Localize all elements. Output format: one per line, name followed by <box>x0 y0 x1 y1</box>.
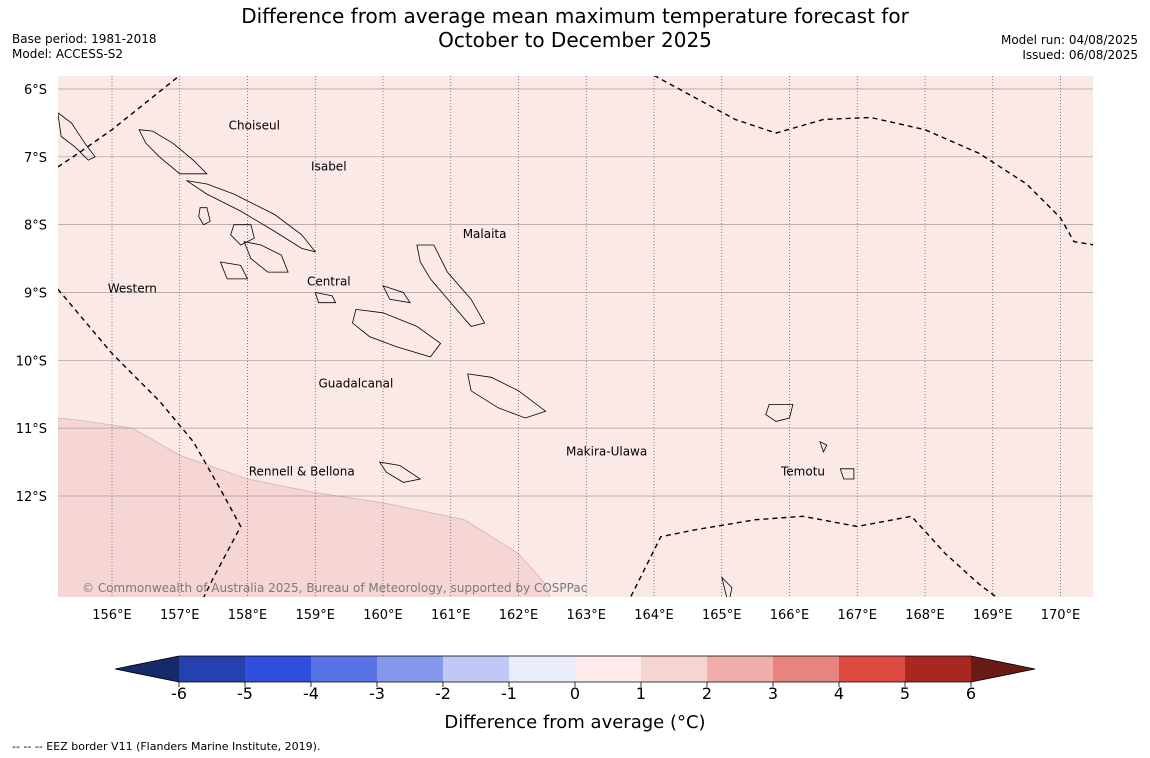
colorbar-segment <box>641 656 707 682</box>
colorbar-segment <box>443 656 509 682</box>
colorbar-tick-label: 4 <box>834 684 844 703</box>
colorbar-segment <box>707 656 773 682</box>
colorbar-tick-label: 3 <box>768 684 778 703</box>
model-text: Model: ACCESS-S2 <box>12 47 124 61</box>
lon-tick-label: 160°E <box>363 608 403 623</box>
colorbar-tick-label: -2 <box>435 684 451 703</box>
lon-tick-label: 169°E <box>973 608 1013 623</box>
colorbar-tick-label: 6 <box>966 684 976 703</box>
colorbar-tick-label: 2 <box>702 684 712 703</box>
lon-tick-label: 158°E <box>228 608 268 623</box>
colorbar-segment <box>509 656 575 682</box>
meta-left: Base period: 1981-2018 Model: ACCESS-S2 <box>12 32 157 62</box>
lat-tick-label: 6°S <box>24 83 47 98</box>
island-coastline <box>314 291 337 304</box>
lon-tick-label: 164°E <box>634 608 674 623</box>
colorbar-label: Difference from average (°C) <box>444 712 705 733</box>
title-line-1: Difference from average mean maximum tem… <box>241 4 909 28</box>
copyright-text: © Commonwealth of Australia 2025, Bureau… <box>82 581 587 595</box>
island-coastline <box>416 244 486 327</box>
province-label: Malaita <box>463 227 507 241</box>
island-coastline <box>839 468 855 480</box>
issued-text: Issued: 06/08/2025 <box>1022 48 1138 62</box>
island-coastline <box>765 404 794 422</box>
eez-caption: -- -- -- EEZ border V11 (Flanders Marine… <box>12 740 321 753</box>
island-coastline <box>138 129 208 175</box>
base-period-text: Base period: 1981-2018 <box>12 32 157 46</box>
lat-tick-label: 7°S <box>24 151 47 166</box>
colorbar-segment <box>839 656 905 682</box>
colorbar-tick-label: -6 <box>171 684 187 703</box>
colorbar-over-arrow <box>971 656 1035 682</box>
lon-tick-label: 162°E <box>499 608 539 623</box>
colorbar-segment <box>179 656 245 682</box>
eez-border-line <box>58 76 181 168</box>
lat-tick-label: 11°S <box>16 422 47 437</box>
island-coastline <box>58 112 96 161</box>
lon-tick-label: 165°E <box>702 608 742 623</box>
lon-tick-label: 170°E <box>1041 608 1081 623</box>
colorbar-tick-label: 0 <box>570 684 580 703</box>
island-coastline <box>352 308 442 358</box>
lon-tick-label: 168°E <box>905 608 945 623</box>
lon-tick-label: 159°E <box>295 608 335 623</box>
colorbar-segment <box>245 656 311 682</box>
colorbar-segment <box>905 656 971 682</box>
province-label: Western <box>108 282 157 296</box>
island-coastline <box>219 261 249 280</box>
island-coastline <box>243 241 289 273</box>
colorbar-segment <box>773 656 839 682</box>
island-coastline <box>467 373 547 419</box>
colorbar-tick-label: -3 <box>369 684 385 703</box>
island-coastline <box>378 461 422 483</box>
meta-right: Model run: 04/08/2025 Issued: 06/08/2025 <box>1001 33 1138 63</box>
province-label: Central <box>307 275 351 289</box>
colorbar-under-arrow <box>115 656 179 682</box>
title-line-2: October to December 2025 <box>438 28 712 52</box>
colorbar-segment <box>575 656 641 682</box>
lon-tick-label: 156°E <box>92 608 132 623</box>
colorbar-tick-label: -4 <box>303 684 319 703</box>
colorbar-tick-label: 1 <box>636 684 646 703</box>
lat-tick-label: 8°S <box>24 219 47 234</box>
lat-tick-label: 9°S <box>24 286 47 301</box>
colorbar-tick-label: 5 <box>900 684 910 703</box>
eez-border-line <box>629 515 998 597</box>
island-coastline <box>721 576 733 597</box>
island-coastline <box>382 285 411 304</box>
model-run-text: Model run: 04/08/2025 <box>1000 33 1138 47</box>
province-label: Makira-Ulawa <box>566 444 647 458</box>
colorbar-tick-label: -5 <box>237 684 253 703</box>
province-label: Isabel <box>311 159 346 173</box>
island-coastline <box>819 440 828 453</box>
island-coastline <box>230 224 255 246</box>
colorbar-segment <box>377 656 443 682</box>
lat-tick-label: 12°S <box>16 490 47 505</box>
province-label: Rennell & Bellona <box>249 465 355 479</box>
province-label: Choiseul <box>229 119 280 133</box>
island-coastline <box>198 207 211 226</box>
colorbar-tick-label: -1 <box>501 684 517 703</box>
lon-tick-label: 167°E <box>837 608 877 623</box>
lon-tick-label: 161°E <box>431 608 471 623</box>
colorbar-segment <box>311 656 377 682</box>
island-coastline <box>186 180 317 253</box>
lat-tick-label: 10°S <box>16 354 47 369</box>
lon-tick-label: 157°E <box>160 608 200 623</box>
lon-tick-label: 166°E <box>770 608 810 623</box>
lon-tick-label: 163°E <box>566 608 606 623</box>
province-label: Temotu <box>780 465 825 479</box>
map-title: Difference from average mean maximum tem… <box>175 4 975 52</box>
province-label: Guadalcanal <box>318 377 393 391</box>
eez-border-line <box>653 76 1093 246</box>
